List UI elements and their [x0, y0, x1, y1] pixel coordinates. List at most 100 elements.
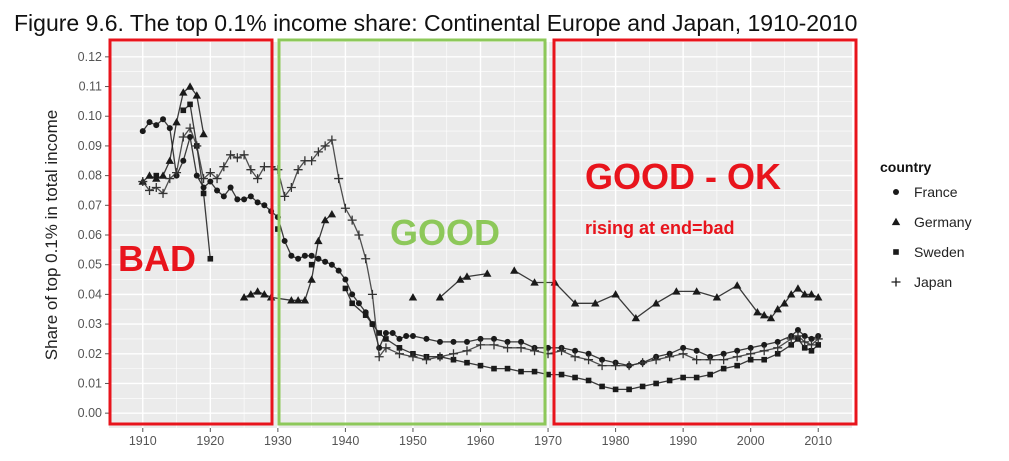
legend-item-france: France	[893, 184, 958, 200]
france-data-point	[545, 344, 552, 351]
france-data-point	[241, 196, 248, 203]
germany-data-point	[753, 308, 762, 316]
sweden-data-point	[369, 321, 376, 327]
france-data-point	[288, 252, 295, 259]
japan-data-point	[253, 174, 263, 184]
sweden-data-point	[504, 365, 511, 372]
japan-data-point	[320, 141, 330, 151]
sweden-data-point	[720, 365, 727, 372]
france-data-point	[491, 335, 498, 342]
japan-data-point	[219, 162, 229, 172]
legend-label-germany: Germany	[914, 214, 972, 230]
sweden-legend-marker	[893, 249, 899, 255]
sweden-data-point	[639, 383, 646, 390]
france-data-point	[254, 199, 261, 206]
japan-data-point	[489, 340, 499, 350]
sweden-data-point	[362, 312, 369, 318]
sweden-data-point	[545, 371, 551, 378]
series-layer	[138, 82, 823, 393]
japan-data-point	[199, 174, 209, 184]
y-tick-label: 0.04	[78, 287, 102, 301]
sweden-data-point	[187, 101, 193, 108]
x-tick-label: 1980	[602, 434, 630, 448]
legend: country France Germany Sweden Japan	[880, 159, 972, 290]
germany-data-point	[510, 266, 519, 274]
japan-data-point	[327, 135, 337, 145]
sweden-data-point	[477, 362, 484, 369]
sweden-data-point	[626, 386, 632, 393]
japan-series	[138, 123, 823, 371]
japan-data-point	[246, 165, 256, 175]
france-legend-marker	[893, 189, 899, 195]
france-data-point	[477, 335, 484, 342]
japan-data-point	[813, 334, 823, 344]
germany-data-point	[462, 272, 472, 280]
france-data-point	[187, 134, 194, 141]
germany-data-point	[570, 299, 580, 307]
japan-data-point	[732, 352, 742, 362]
y-tick-label: 0.01	[78, 376, 102, 390]
sweden-data-point	[464, 359, 470, 366]
france-data-point	[146, 119, 153, 126]
japan-data-point	[394, 349, 404, 359]
france-data-point	[166, 125, 173, 132]
germany-data-point	[766, 313, 776, 322]
japan-data-point	[280, 191, 290, 201]
germany-data-point	[239, 293, 249, 301]
sweden-data-point	[518, 368, 524, 375]
sweden-data-point	[599, 383, 605, 390]
france-data-point	[328, 261, 335, 268]
france-data-point	[747, 344, 754, 351]
japan-data-point	[178, 132, 188, 142]
japan-data-point	[759, 346, 769, 356]
germany-data-point	[320, 215, 330, 224]
y-tick-label: 0.11	[79, 80, 102, 94]
japan-data-point	[678, 349, 688, 359]
y-tick-label: 0.00	[78, 406, 102, 420]
y-tick-label: 0.06	[78, 228, 102, 242]
japan-data-point	[239, 150, 249, 160]
y-axis-title: Share of top 0.1% in total income	[42, 110, 61, 360]
japan-data-point	[367, 289, 377, 299]
japan-data-point	[172, 168, 182, 178]
germany-data-point	[314, 236, 323, 245]
y-axis-ticks: 0.00 0.01 0.02 0.03 0.04 0.05 0.06 0.07 0.08 0.09…	[78, 50, 109, 420]
france-data-point	[207, 178, 214, 185]
y-tick-label: 0.09	[78, 139, 102, 153]
sweden-data-point	[450, 356, 457, 363]
germany-data-point	[300, 296, 310, 304]
france-data-point	[572, 347, 579, 354]
france-data-point	[436, 338, 443, 345]
japan-data-point	[624, 361, 634, 371]
sweden-data-point	[572, 374, 578, 381]
legend-item-germany: Germany	[891, 214, 972, 230]
sweden-data-point	[207, 255, 214, 262]
france-data-point	[450, 338, 457, 345]
y-tick-label: 0.08	[78, 169, 102, 183]
france-data-point	[504, 338, 511, 345]
sweden-data-point	[653, 380, 659, 387]
germany-data-point	[631, 313, 641, 322]
y-tick-label: 0.03	[78, 317, 102, 331]
japan-data-point	[570, 352, 580, 362]
france-data-point	[403, 332, 410, 339]
sweden-data-point	[801, 345, 808, 351]
france-data-point	[463, 338, 470, 345]
sweden-data-point	[376, 330, 382, 336]
good-annotation: GOOD	[390, 212, 500, 253]
france-data-point	[396, 335, 403, 342]
x-tick-label: 1940	[332, 434, 360, 448]
sweden-data-point	[153, 172, 160, 179]
france-data-point	[153, 122, 160, 129]
france-data-point	[220, 193, 227, 200]
sweden-series-line	[344, 288, 819, 391]
france-data-point	[180, 157, 187, 164]
france-data-point	[234, 196, 241, 203]
japan-data-point	[192, 141, 202, 151]
germany-data-point	[165, 156, 174, 164]
japan-data-point	[705, 355, 715, 365]
japan-data-point	[435, 352, 445, 362]
france-data-point	[342, 276, 349, 283]
japan-data-point	[421, 355, 431, 365]
japan-data-point	[286, 182, 296, 192]
